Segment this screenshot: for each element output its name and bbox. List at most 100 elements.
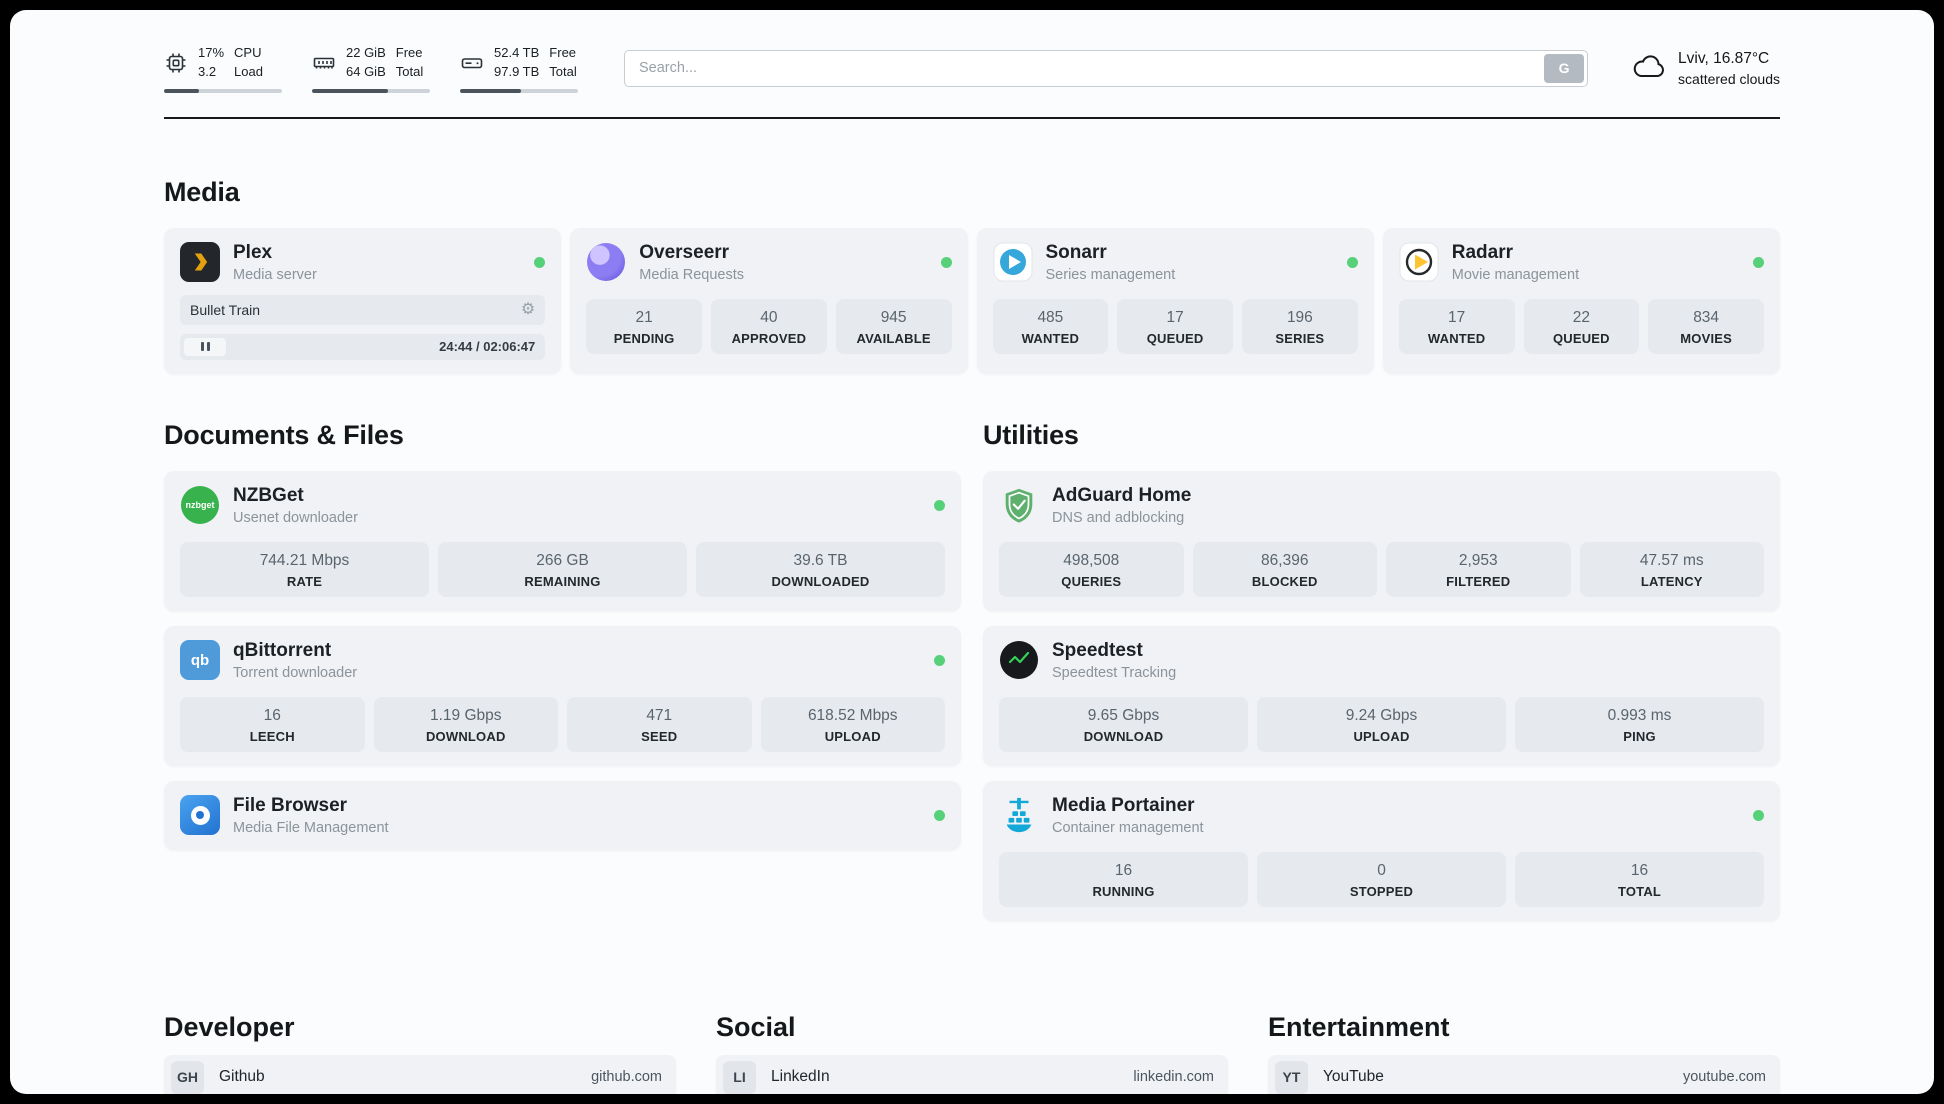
overseerr-icon xyxy=(586,242,626,282)
stat-box: 21 PENDING xyxy=(586,298,702,354)
app-card-adguard[interactable]: AdGuard Home DNS and adblocking 498,508 Q… xyxy=(983,470,1780,611)
app-name: Radarr xyxy=(1451,241,1513,263)
bookmark-name: Github xyxy=(219,1068,265,1086)
ram-values: 22 GiB 64 GiB xyxy=(346,45,386,79)
section-title-utilities: Utilities xyxy=(983,419,1079,450)
stat-box: 266 GB REMAINING xyxy=(438,541,687,597)
stat-box: 22 QUEUED xyxy=(1523,298,1640,354)
app-name: Media Portainer xyxy=(1052,794,1195,816)
weather-widget: Lviv, 16.87°C scattered clouds xyxy=(1632,50,1780,87)
cpu-progress-track xyxy=(164,88,282,93)
app-card-overseerr[interactable]: Overseerr Media Requests 21 PENDING 40 APP… xyxy=(570,227,968,374)
now-playing-title: Bullet Train xyxy=(190,301,261,318)
app-card-filebrowser[interactable]: File Browser Media File Management xyxy=(164,780,961,850)
app-subtitle: Movie management xyxy=(1451,266,1580,283)
section-documents: Documents & Files nzbget NZBGet Usenet d… xyxy=(164,420,961,936)
app-card-nzbget[interactable]: nzbget NZBGet Usenet downloader 744.21 M… xyxy=(164,470,961,611)
app-subtitle: Media server xyxy=(233,266,317,283)
section-title-media: Media xyxy=(164,176,240,207)
status-dot xyxy=(534,256,546,268)
ram-progress-track xyxy=(312,88,430,93)
header-divider xyxy=(164,116,1780,119)
now-playing-bar: Bullet Train ⚙ xyxy=(180,294,546,325)
app-subtitle: Media Requests xyxy=(639,266,745,283)
github-icon: GH xyxy=(171,1060,204,1094)
stat-box: 9.24 Gbps UPLOAD xyxy=(1257,696,1506,752)
cpu-progress-fill xyxy=(164,88,200,93)
stat-box: 618.52 Mbps UPLOAD xyxy=(760,696,945,752)
stat-box: 40 APPROVED xyxy=(711,298,827,354)
status-dot xyxy=(1753,256,1764,268)
ram-monitor: 22 GiB 64 GiB Free Total xyxy=(312,44,430,93)
app-card-plex[interactable]: Plex Media server Bullet Train ⚙ 24:44 /… xyxy=(164,227,562,374)
section-title-documents: Documents & Files xyxy=(164,419,404,450)
app-card-speedtest[interactable]: Speedtest Speedtest Tracking 9.65 Gbps DO… xyxy=(983,625,1780,766)
bookmark-group-title: Developer xyxy=(164,1011,295,1042)
bookmark-group-social: Social LI LinkedIn linkedin.com TW Twitt… xyxy=(716,1012,1228,1094)
app-card-portainer[interactable]: Media Portainer Container management 16 R… xyxy=(983,780,1780,921)
bookmark-group-developer: Developer GH Github github.com SO StackO… xyxy=(164,1012,676,1094)
disk-monitor: 52.4 TB 97.9 TB Free Total xyxy=(460,44,578,93)
section-utilities: Utilities AdGuard Home DNS and adblockin… xyxy=(983,420,1780,936)
filebrowser-icon xyxy=(180,795,220,836)
bookmark-domain: youtube.com xyxy=(1682,1069,1766,1086)
pause-button[interactable] xyxy=(184,337,226,356)
ram-labels: Free Total xyxy=(395,45,424,79)
disk-values: 52.4 TB 97.9 TB xyxy=(494,45,540,79)
app-name: NZBGet xyxy=(233,484,304,506)
bookmark-github[interactable]: GH Github github.com xyxy=(164,1054,676,1094)
portainer-icon xyxy=(999,795,1039,835)
bookmark-domain: linkedin.com xyxy=(1133,1069,1214,1086)
cpu-values: 17% 3.2 xyxy=(198,45,225,79)
cpu-icon xyxy=(166,53,186,73)
disk-labels: Free Total xyxy=(549,45,577,79)
app-name: Plex xyxy=(233,241,273,263)
bookmark-group-title: Social xyxy=(716,1011,796,1042)
stat-box: 471 SEED xyxy=(567,696,752,752)
qbittorrent-icon: qb xyxy=(180,640,220,681)
stat-box: 16 RUNNING xyxy=(999,851,1248,907)
app-card-sonarr[interactable]: Sonarr Series management 485 WANTED 17 QUE… xyxy=(976,227,1374,374)
disk-progress-track xyxy=(460,88,578,93)
section-media: Media Plex Media server Bullet Train ⚙ xyxy=(164,177,1780,374)
app-name: Sonarr xyxy=(1045,241,1107,263)
dashboard-page: 17% 3.2 CPU Load 22 GiB 64 GiB xyxy=(10,10,1934,1094)
app-card-qbittorrent[interactable]: qb qBittorrent Torrent downloader 16 LEEC… xyxy=(164,625,961,766)
stat-box: 1.19 Gbps DOWNLOAD xyxy=(373,696,558,752)
bookmark-youtube[interactable]: YT YouTube youtube.com xyxy=(1268,1054,1780,1094)
stat-box: 196 SERIES xyxy=(1242,298,1358,354)
stat-box: 0.993 ms PING xyxy=(1515,696,1764,752)
stat-box: 744.21 Mbps RATE xyxy=(180,541,429,597)
adguard-icon xyxy=(999,485,1039,525)
radarr-icon xyxy=(1399,242,1439,282)
bookmark-name: YouTube xyxy=(1323,1068,1384,1086)
app-subtitle: Container management xyxy=(1052,819,1204,836)
stat-box: 945 AVAILABLE xyxy=(835,298,952,354)
status-dot xyxy=(940,256,952,268)
status-dot xyxy=(934,654,945,666)
app-subtitle: Torrent downloader xyxy=(233,664,358,681)
stat-box: 17 WANTED xyxy=(1398,298,1515,354)
header-bar: 17% 3.2 CPU Load 22 GiB 64 GiB xyxy=(164,10,1780,93)
gear-icon[interactable]: ⚙ xyxy=(520,300,536,318)
bookmark-linkedin[interactable]: LI LinkedIn linkedin.com xyxy=(716,1054,1228,1094)
app-name: qBittorrent xyxy=(233,639,332,661)
search-input[interactable] xyxy=(624,49,1589,87)
bookmark-name: LinkedIn xyxy=(771,1068,830,1086)
youtube-icon: YT xyxy=(1275,1060,1308,1094)
hard-drive-icon xyxy=(461,58,483,69)
playback-progress-bar: 24:44 / 02:06:47 xyxy=(180,333,546,360)
search-bar: G xyxy=(624,49,1589,87)
app-card-radarr[interactable]: Radarr Movie management 17 WANTED 22 QUEUE… xyxy=(1382,227,1780,374)
app-subtitle: Usenet downloader xyxy=(233,509,358,526)
stat-box: 498,508 QUERIES xyxy=(999,541,1184,597)
stat-box: 17 QUEUED xyxy=(1117,298,1233,354)
stat-box: 16 LEECH xyxy=(180,696,365,752)
plex-icon xyxy=(180,242,220,283)
cpu-monitor: 17% 3.2 CPU Load xyxy=(164,44,282,93)
app-subtitle: Media File Management xyxy=(233,819,389,836)
search-engine-button[interactable]: G xyxy=(1544,53,1585,83)
status-dot xyxy=(1346,256,1358,268)
stat-box: 9.65 Gbps DOWNLOAD xyxy=(999,696,1248,752)
